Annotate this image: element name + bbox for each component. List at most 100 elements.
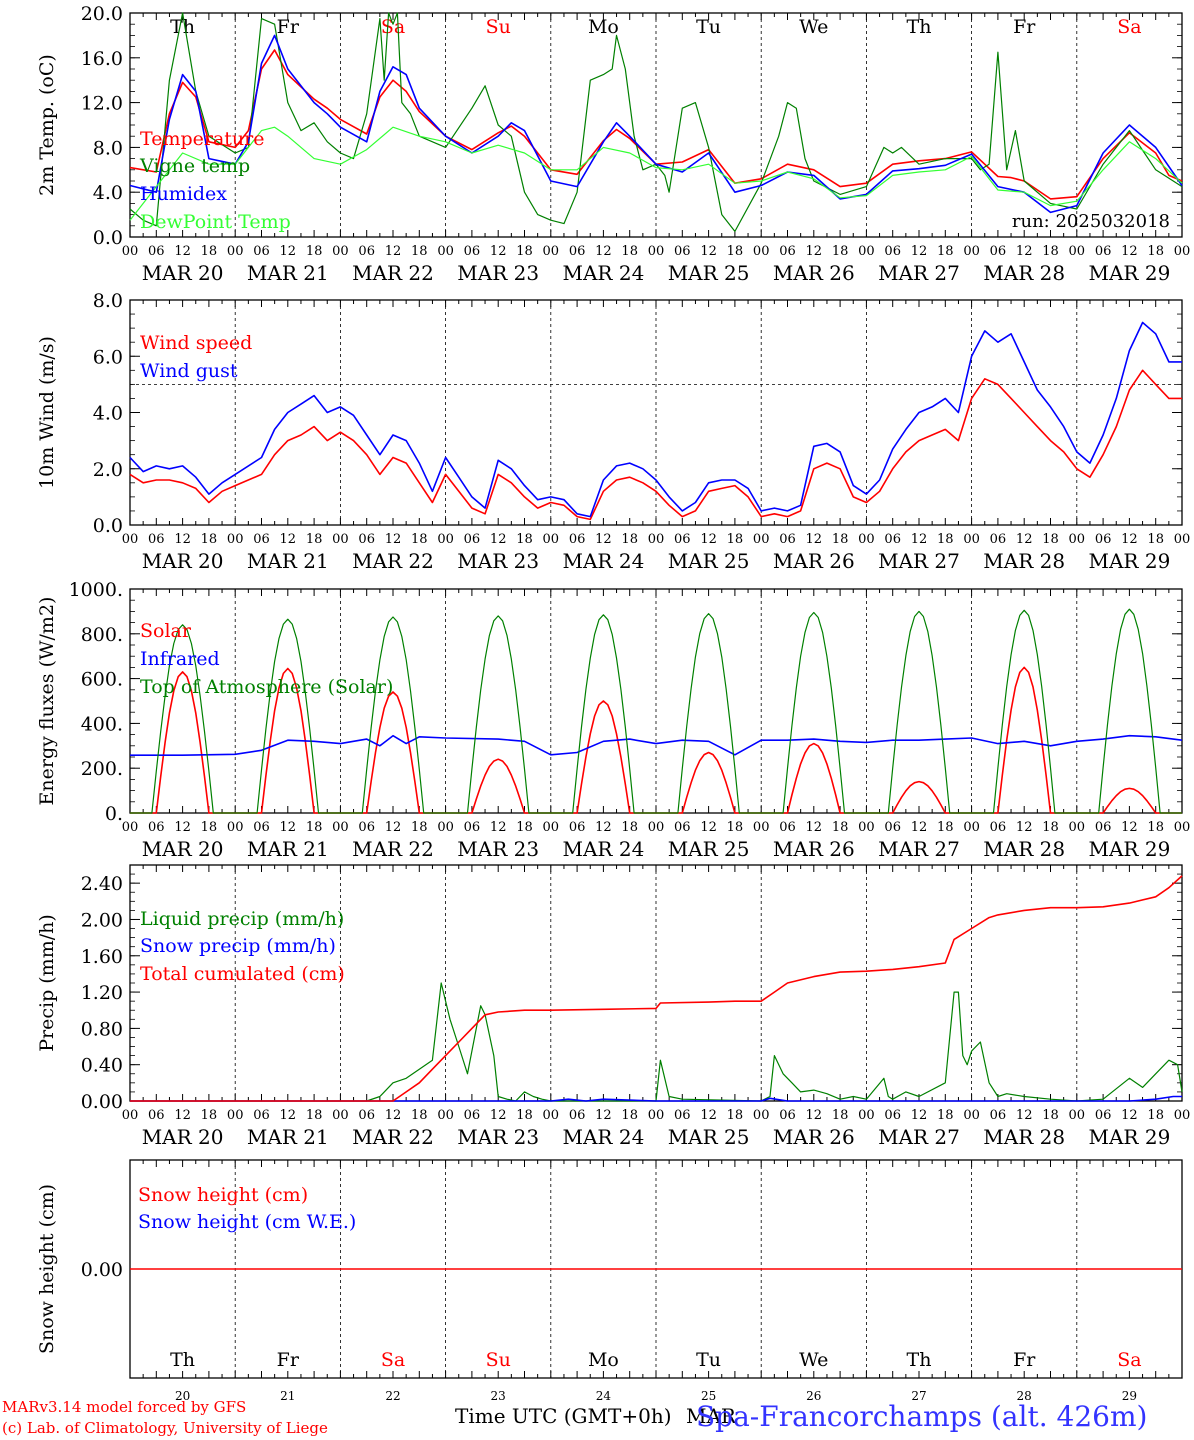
hour-tick-label: 18 [832,244,849,259]
hour-tick-label: 18 [411,1108,428,1123]
hour-tick-label: 06 [569,244,586,259]
y-axis-label-wind: 10m Wind (m/s) [36,336,58,489]
hour-tick-label: 06 [253,1108,270,1123]
hour-tick-label: 06 [779,1108,796,1123]
hour-tick-label: 00 [1174,532,1191,547]
y-tick-label: 200. [81,758,123,780]
y-axis-label-energy: Energy fluxes (W/m2) [36,597,58,806]
panel-frame-energy [129,588,1183,814]
hour-tick-label: 12 [1016,1108,1033,1123]
day-of-week-label: Su [486,16,511,38]
hour-tick-label: 00 [1174,244,1191,259]
date-label: MAR 26 [773,837,855,861]
hour-tick-label: 06 [884,244,901,259]
day-of-week-label: Sa [1117,16,1141,38]
hour-tick-label: 12 [280,1108,297,1123]
hour-tick-label: 06 [358,820,375,835]
hour-tick-label: 18 [306,532,323,547]
day-number-label: 29 [1122,1389,1137,1403]
hour-tick-label: 18 [727,820,744,835]
hour-tick-label: 12 [280,532,297,547]
hour-tick-label: 18 [411,820,428,835]
hour-tick-label: 06 [464,244,481,259]
hour-tick-label: 00 [648,532,665,547]
hour-tick-label: 00 [1174,1108,1191,1123]
day-of-week-label: Fr [1013,16,1036,38]
hour-tick-label: 00 [122,820,139,835]
legend-entry: Wind speed [140,332,252,354]
hour-tick-label: 06 [674,244,691,259]
hour-tick-label: 12 [1016,532,1033,547]
hour-tick-label: 06 [990,532,1007,547]
date-label: MAR 23 [457,549,539,573]
date-label: MAR 29 [1089,1125,1171,1149]
hour-tick-label: 00 [227,244,244,259]
day-number-label: 28 [1017,1389,1032,1403]
hour-tick-label: 18 [1147,532,1164,547]
hour-tick-label: 06 [148,532,165,547]
hour-tick-label: 06 [1095,532,1112,547]
hour-tick-label: 18 [516,244,533,259]
hour-tick-label: 12 [1121,532,1138,547]
day-of-week-label: We [799,16,828,38]
hour-tick-label: 12 [595,820,612,835]
hour-tick-label: 18 [306,244,323,259]
date-label: MAR 26 [773,261,855,285]
hour-tick-label: 00 [648,1108,665,1123]
hour-tick-label: 12 [595,1108,612,1123]
day-of-week-label: Sa [381,1349,405,1371]
day-number-label: 27 [911,1389,926,1403]
hour-tick-label: 06 [884,532,901,547]
hour-tick-label: 12 [280,820,297,835]
hour-tick-label: 00 [332,820,349,835]
date-label: MAR 22 [352,261,434,285]
hour-tick-label: 00 [963,244,980,259]
hour-tick-label: 18 [621,1108,638,1123]
hour-tick-label: 12 [385,532,402,547]
hour-tick-label: 06 [779,532,796,547]
date-label: MAR 20 [142,837,224,861]
y-tick-label: 4.0 [93,403,123,425]
day-number-label: 25 [701,1389,716,1403]
hour-tick-label: 18 [516,1108,533,1123]
day-number-label: 21 [280,1389,295,1403]
hour-tick-label: 00 [1069,244,1086,259]
date-label: MAR 22 [352,549,434,573]
hour-tick-label: 06 [464,820,481,835]
date-label: MAR 24 [563,261,645,285]
hour-tick-label: 06 [674,532,691,547]
hour-tick-label: 12 [806,532,823,547]
y-tick-label: 12.0 [81,93,123,115]
y-tick-label: 0.40 [81,1055,123,1077]
hour-tick-label: 18 [832,532,849,547]
y-tick-label: 2.00 [81,909,123,931]
date-label: MAR 27 [878,549,960,573]
hour-tick-label: 18 [201,820,218,835]
legend-entry: Top of Atmosphere (Solar) [140,676,393,698]
hour-tick-label: 12 [385,820,402,835]
hour-tick-label: 12 [806,244,823,259]
hour-tick-label: 12 [385,244,402,259]
hour-tick-label: 18 [411,244,428,259]
y-tick-label: 0.00 [81,1259,123,1281]
hour-tick-label: 12 [700,532,717,547]
hour-tick-label: 00 [753,244,770,259]
legend-entry: Solar [140,620,192,642]
hour-tick-label: 18 [1042,532,1059,547]
hour-tick-label: 00 [858,820,875,835]
date-label: MAR 28 [983,261,1065,285]
hour-tick-label: 00 [227,820,244,835]
day-number-label: 20 [175,1389,190,1403]
y-axis-label-snow: Snow height (cm) [36,1184,58,1354]
hour-tick-label: 12 [1121,244,1138,259]
date-label: MAR 29 [1089,549,1171,573]
hour-tick-label: 12 [700,820,717,835]
date-label: MAR 24 [563,837,645,861]
day-of-week-label: Su [486,1349,511,1371]
hour-tick-label: 12 [1121,1108,1138,1123]
day-of-week-label: Th [170,1349,195,1371]
hour-tick-label: 06 [884,1108,901,1123]
hour-tick-label: 18 [937,820,954,835]
date-label: MAR 25 [668,261,750,285]
